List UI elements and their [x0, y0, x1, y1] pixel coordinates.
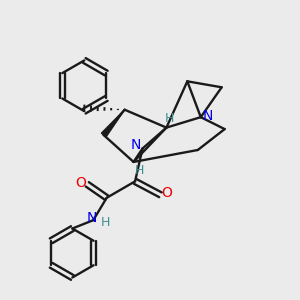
Text: N: N	[202, 109, 212, 123]
Text: H: H	[135, 164, 144, 177]
Text: O: O	[162, 186, 172, 200]
Text: H: H	[165, 112, 174, 124]
Text: N: N	[131, 138, 141, 152]
Text: H: H	[100, 216, 110, 229]
Text: N: N	[87, 211, 97, 225]
Text: O: O	[75, 176, 86, 190]
Polygon shape	[101, 110, 124, 137]
